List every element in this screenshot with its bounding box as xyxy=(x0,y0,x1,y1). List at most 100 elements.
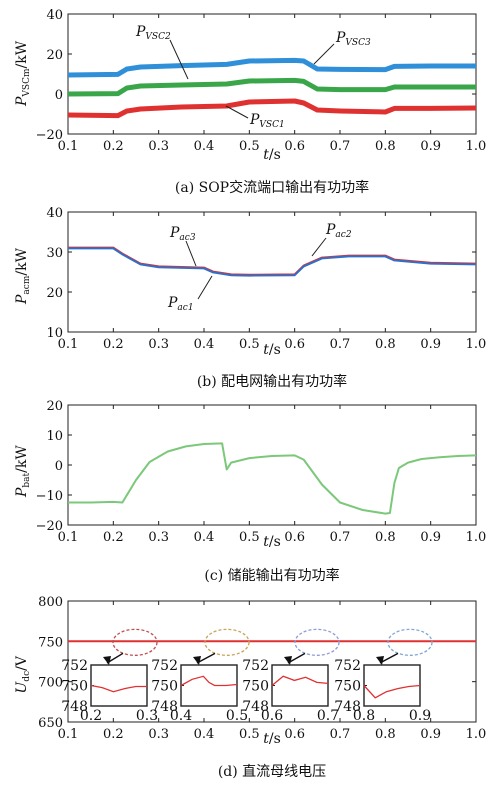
x-tick-label: 0.2 xyxy=(103,337,124,352)
inset-y-tick-label: 748 xyxy=(334,699,361,715)
inset-x-tick-label: 0.8 xyxy=(353,708,375,724)
y-tick-label: 800 xyxy=(38,595,63,610)
x-tick-label: 0.2 xyxy=(103,727,124,742)
x-tick-label: 0.6 xyxy=(284,139,305,154)
arrow-head-icon xyxy=(376,656,384,665)
inset-x-tick-label: 0.6 xyxy=(261,708,283,724)
y-tick-label: 650 xyxy=(38,716,63,731)
y-axis-label: Udc/V xyxy=(14,655,32,693)
y-tick-label: −20 xyxy=(36,519,63,534)
plot-frame xyxy=(67,600,477,723)
inset-series-line xyxy=(271,675,329,687)
y-tick-label: 750 xyxy=(38,635,63,650)
x-tick-label: 0.8 xyxy=(375,139,396,154)
inset-x-tick-label: 0.5 xyxy=(226,708,248,724)
y-tick-label: −20 xyxy=(36,128,63,143)
chart-panel-2: 0.1 0.2 0.3 0.4 0.5 0.6 0.7 0.8 0.9 1.0 −20 −10 0 10 2… xyxy=(14,399,486,584)
x-tick-label: 0.7 xyxy=(330,727,351,742)
inset-y-tick-label: 750 xyxy=(242,679,269,695)
series-label-ac3: Pac3 xyxy=(169,225,196,243)
x-tick-label: 0.1 xyxy=(58,337,79,352)
x-tick-label: 0.8 xyxy=(375,530,396,545)
x-tick-label: 0.4 xyxy=(194,337,215,352)
zoom-arrow xyxy=(379,652,399,664)
inset-y-tick-label: 750 xyxy=(61,679,88,695)
x-tick-label: 0.4 xyxy=(194,727,215,742)
x-tick-label: 1.0 xyxy=(466,727,487,742)
x-tick-label: 1.0 xyxy=(466,530,487,545)
inset-x-tick-label: 0.7 xyxy=(317,708,339,724)
inset-y-tick-label: 752 xyxy=(242,658,269,674)
inset-y-tick-label: 750 xyxy=(334,679,361,695)
series-line-1 xyxy=(67,77,476,97)
y-tick-label: 20 xyxy=(46,48,63,63)
x-tick-label: 0.4 xyxy=(194,530,215,545)
leader-line xyxy=(313,43,335,65)
series-label-ac1: Pac1 xyxy=(167,295,194,313)
arrow-head-icon xyxy=(193,656,201,665)
series-line-2 xyxy=(67,98,477,119)
panel-caption: (c) 储能输出有功功率 xyxy=(204,567,339,584)
inset-frame xyxy=(363,664,421,707)
x-tick-label: 0.5 xyxy=(239,530,260,545)
series-label-vsc2: PVSC2 xyxy=(135,24,171,42)
inset-x-tick-label: 0.2 xyxy=(80,708,102,724)
series-label-vsc1: PVSC1 xyxy=(249,112,285,130)
y-tick-label: 20 xyxy=(46,286,63,301)
zoom-ellipse xyxy=(294,628,340,656)
panel-caption: (a) SOP交流端口输出有功功率 xyxy=(175,179,369,196)
plot-frame xyxy=(67,404,477,526)
panel-caption: (b) 配电网输出有功功率 xyxy=(197,373,347,390)
series-line-2 xyxy=(68,247,477,277)
inset-y-tick-label: 750 xyxy=(151,679,178,695)
x-tick-label: 0.6 xyxy=(284,727,305,742)
arrow-head-icon xyxy=(103,656,111,665)
inset-series-line xyxy=(363,684,421,699)
y-tick-label: 30 xyxy=(46,246,63,261)
x-tick-label: 0.8 xyxy=(375,337,396,352)
inset-y-tick-label: 752 xyxy=(61,658,88,674)
x-tick-label: 0.3 xyxy=(148,337,169,352)
zoom-ellipse xyxy=(112,628,158,656)
x-tick-label: 0.5 xyxy=(239,337,260,352)
x-tick-label: 0.7 xyxy=(330,337,351,352)
x-tick-label: 0.1 xyxy=(58,139,79,154)
x-axis-label: t/s xyxy=(263,342,281,358)
zoom-arrow xyxy=(196,652,216,664)
leader-line xyxy=(197,275,213,300)
series-line-0 xyxy=(68,442,477,515)
y-tick-label: −10 xyxy=(36,489,63,504)
zoom-ellipse xyxy=(204,628,250,656)
zoom-arrow xyxy=(287,652,306,664)
x-tick-label: 0.6 xyxy=(284,530,305,545)
y-tick-label: 20 xyxy=(46,399,63,414)
inset-series-line xyxy=(180,675,238,687)
x-tick-label: 1.0 xyxy=(466,139,487,154)
x-tick-label: 0.2 xyxy=(103,139,124,154)
y-tick-label: 10 xyxy=(46,326,63,341)
arrow-head-icon xyxy=(284,656,292,665)
chart-panel-1: 0.1 0.2 0.3 0.4 0.5 0.6 0.7 0.8 0.9 1.0 10 20 30 40 Pa… xyxy=(14,206,486,390)
x-tick-label: 0.9 xyxy=(420,530,441,545)
inset-y-tick-label: 752 xyxy=(334,658,361,674)
x-tick-label: 0.9 xyxy=(420,727,441,742)
inset-x-tick-label: 0.4 xyxy=(170,708,192,724)
x-tick-label: 0.5 xyxy=(239,727,260,742)
chart-panel-3: 0.1 0.2 0.3 0.4 0.5 0.6 0.7 0.8 0.9 1.06507007508… xyxy=(14,595,486,780)
plot-frame xyxy=(67,13,477,135)
y-axis-label: Pacm/kW xyxy=(14,247,32,305)
inset-series-line xyxy=(90,684,147,693)
x-tick-label: 0.3 xyxy=(148,727,169,742)
y-tick-label: 0 xyxy=(55,88,63,103)
x-tick-label: 0.1 xyxy=(58,530,79,545)
x-tick-label: 0.8 xyxy=(375,727,396,742)
y-tick-label: 40 xyxy=(46,8,63,23)
x-tick-label: 0.9 xyxy=(420,337,441,352)
leader-line xyxy=(185,240,197,267)
inset-x-tick-label: 0.3 xyxy=(136,708,158,724)
zoom-ellipse xyxy=(387,628,433,656)
y-axis-label: PVSCm/kW xyxy=(14,40,32,107)
